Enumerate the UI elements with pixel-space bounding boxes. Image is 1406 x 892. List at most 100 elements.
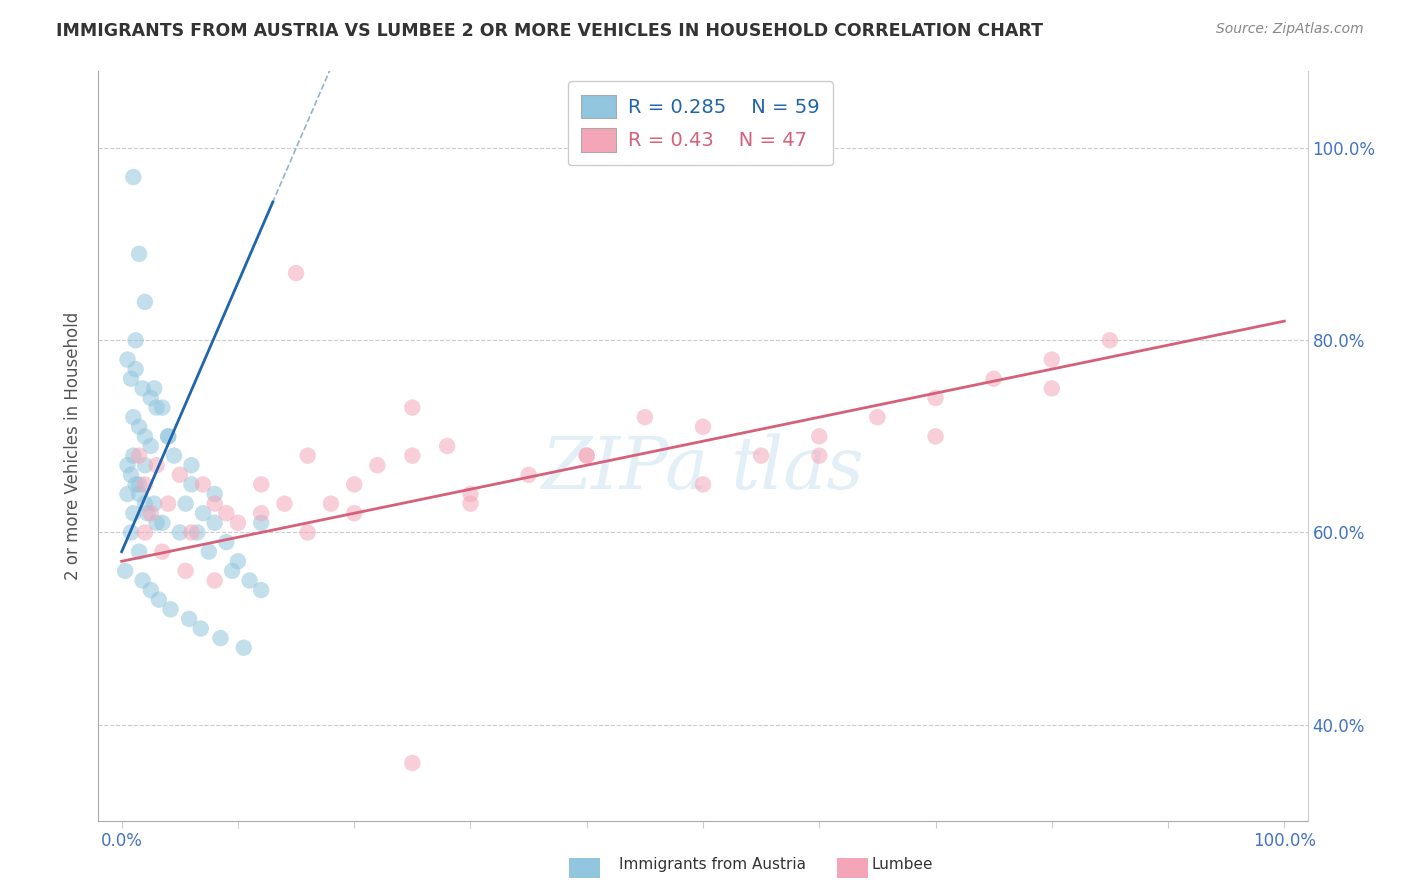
Point xyxy=(215,506,238,520)
Point xyxy=(124,334,146,348)
Point xyxy=(131,381,153,395)
Point xyxy=(134,458,156,473)
Point xyxy=(808,449,831,463)
Point xyxy=(1040,352,1063,367)
Point xyxy=(169,525,191,540)
Point xyxy=(179,612,201,626)
Point xyxy=(1098,334,1121,348)
Text: ZIPa tlas: ZIPa tlas xyxy=(541,434,865,504)
Point xyxy=(114,564,136,578)
Point xyxy=(692,477,714,491)
Point xyxy=(145,401,167,415)
Point xyxy=(145,458,167,473)
Point xyxy=(250,583,273,598)
Point xyxy=(131,574,153,588)
Point xyxy=(250,506,273,520)
Point xyxy=(204,574,226,588)
Point xyxy=(204,516,226,530)
Point xyxy=(117,352,139,367)
Point xyxy=(204,487,226,501)
Point xyxy=(186,525,208,540)
Point xyxy=(174,564,197,578)
Point xyxy=(150,401,173,415)
Point xyxy=(250,516,273,530)
Point xyxy=(159,602,181,616)
Point xyxy=(221,564,243,578)
Point xyxy=(157,497,180,511)
Point xyxy=(204,497,226,511)
Point xyxy=(143,381,166,395)
Point xyxy=(460,497,482,511)
Point xyxy=(163,449,186,463)
Point xyxy=(134,477,156,491)
Point xyxy=(191,477,214,491)
Point xyxy=(128,419,150,434)
Point xyxy=(117,458,139,473)
Text: Source: ZipAtlas.com: Source: ZipAtlas.com xyxy=(1216,22,1364,37)
Point xyxy=(297,525,319,540)
Point xyxy=(157,429,180,443)
Point xyxy=(297,449,319,463)
Point xyxy=(136,506,159,520)
Point xyxy=(866,410,889,425)
Point xyxy=(401,401,423,415)
Point xyxy=(198,544,221,558)
Point xyxy=(226,516,249,530)
Point xyxy=(139,391,162,405)
Point xyxy=(749,449,772,463)
Point xyxy=(343,506,366,520)
Point xyxy=(128,449,150,463)
Point xyxy=(120,372,142,386)
Point xyxy=(122,449,145,463)
Point xyxy=(180,477,202,491)
Point xyxy=(139,439,162,453)
Text: IMMIGRANTS FROM AUSTRIA VS LUMBEE 2 OR MORE VEHICLES IN HOUSEHOLD CORRELATION CH: IMMIGRANTS FROM AUSTRIA VS LUMBEE 2 OR M… xyxy=(56,22,1043,40)
Point xyxy=(134,497,156,511)
Point xyxy=(692,419,714,434)
Point xyxy=(343,477,366,491)
Point xyxy=(190,622,212,636)
Point xyxy=(575,449,598,463)
Point xyxy=(128,487,150,501)
Point xyxy=(808,429,831,443)
Point xyxy=(145,516,167,530)
Point xyxy=(122,506,145,520)
Point xyxy=(401,449,423,463)
Point xyxy=(180,525,202,540)
Point xyxy=(128,477,150,491)
Point xyxy=(174,497,197,511)
Point xyxy=(128,544,150,558)
Point xyxy=(634,410,657,425)
Point xyxy=(232,640,254,655)
Point xyxy=(517,467,540,482)
Point xyxy=(169,467,191,482)
Point xyxy=(120,467,142,482)
Point xyxy=(124,477,146,491)
Point xyxy=(319,497,342,511)
Point xyxy=(117,487,139,501)
Text: Lumbee: Lumbee xyxy=(872,857,934,872)
Point xyxy=(366,458,388,473)
Y-axis label: 2 or more Vehicles in Household: 2 or more Vehicles in Household xyxy=(65,312,83,580)
Point xyxy=(124,362,146,376)
Point xyxy=(139,583,162,598)
Point xyxy=(157,429,180,443)
Point xyxy=(143,497,166,511)
Point xyxy=(215,535,238,549)
Point xyxy=(239,574,262,588)
Point xyxy=(924,391,946,405)
Text: Immigrants from Austria: Immigrants from Austria xyxy=(619,857,806,872)
Point xyxy=(273,497,295,511)
Point xyxy=(250,477,273,491)
Point xyxy=(122,169,145,184)
Point xyxy=(134,294,156,309)
Legend: R = 0.285    N = 59, R = 0.43    N = 47: R = 0.285 N = 59, R = 0.43 N = 47 xyxy=(568,81,834,166)
Point xyxy=(460,487,482,501)
Point xyxy=(226,554,249,568)
Point xyxy=(134,525,156,540)
Point xyxy=(180,458,202,473)
Point xyxy=(128,247,150,261)
Point xyxy=(134,429,156,443)
Point xyxy=(150,544,173,558)
Point xyxy=(1040,381,1063,395)
